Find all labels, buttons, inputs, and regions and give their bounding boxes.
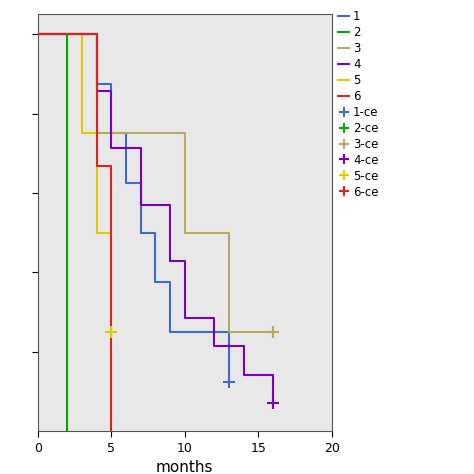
- Legend: 1, 2, 3, 4, 5, 6, 1-ce, 2-ce, 3-ce, 4-ce, 5-ce, 6-ce: 1, 2, 3, 4, 5, 6, 1-ce, 2-ce, 3-ce, 4-ce…: [337, 10, 379, 199]
- X-axis label: months: months: [156, 460, 214, 474]
